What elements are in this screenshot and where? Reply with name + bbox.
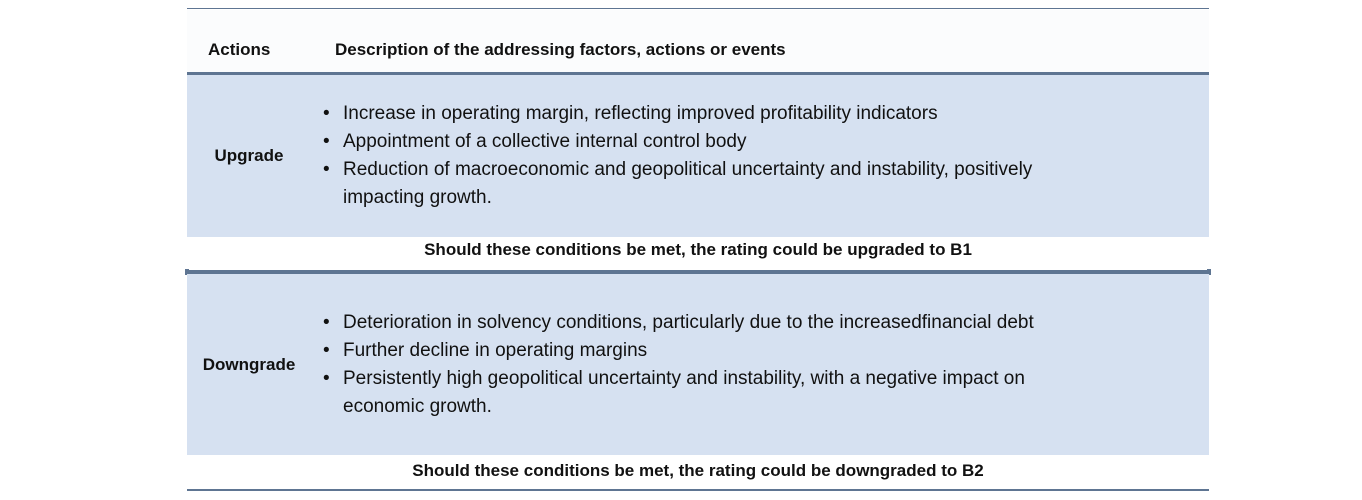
upgrade-label: Upgrade <box>214 146 284 165</box>
downgrade-factor-1: Deterioration in solvency conditions, pa… <box>343 312 1034 333</box>
bullet-icon: • <box>323 368 330 389</box>
table-header: Actions Description of the addressing fa… <box>187 10 1209 72</box>
rating-factors-table: Actions Description of the addressing fa… <box>185 8 1211 492</box>
list-item: • Appointment of a collective internal co… <box>323 128 1103 156</box>
bullet-icon: • <box>323 103 330 124</box>
downgrade-factor-3: Persistently high geopolitical uncertain… <box>343 368 1025 417</box>
list-item: • Persistently high geopolitical uncertai… <box>323 365 1103 421</box>
downgrade-factor-2: Further decline in operating margins <box>343 340 648 361</box>
table-bottom-rule <box>187 489 1209 491</box>
downgrade-label: Downgrade <box>202 355 296 374</box>
upgrade-condition: Should these conditions be met, the rati… <box>424 240 972 259</box>
upgrade-factor-3: Reduction of macroeconomic and geopoliti… <box>343 159 1033 208</box>
bullet-icon: • <box>323 159 330 180</box>
bullet-icon: • <box>323 131 330 152</box>
bullet-icon: • <box>323 340 330 361</box>
header-description: Description of the addressing factors, a… <box>335 40 786 59</box>
header-rule <box>187 72 1209 75</box>
list-item: • Reduction of macroeconomic and geopolit… <box>323 156 1103 212</box>
upgrade-factor-list: • Increase in operating margin, reflectin… <box>323 100 1103 212</box>
bullet-icon: • <box>323 312 330 333</box>
upgrade-band: Upgrade • Increase in operating margin, r… <box>187 75 1209 237</box>
downgrade-condition: Should these conditions be met, the rati… <box>412 461 984 480</box>
downgrade-band: Downgrade • Deterioration in solvency con… <box>187 274 1209 455</box>
divider-right-marker <box>1207 269 1211 275</box>
section-divider-rule <box>187 270 1209 274</box>
list-item: • Deterioration in solvency conditions, p… <box>323 309 1103 337</box>
divider-left-marker <box>185 269 189 275</box>
list-item: • Further decline in operating margins <box>323 337 1103 365</box>
upgrade-factor-2: Appointment of a collective internal con… <box>343 131 747 152</box>
header-actions: Actions <box>208 40 271 59</box>
list-item: • Increase in operating margin, reflectin… <box>323 100 1103 128</box>
upgrade-factor-1: Increase in operating margin, reflecting… <box>343 103 938 124</box>
downgrade-factor-list: • Deterioration in solvency conditions, p… <box>323 309 1103 421</box>
table-top-rule <box>187 8 1209 9</box>
